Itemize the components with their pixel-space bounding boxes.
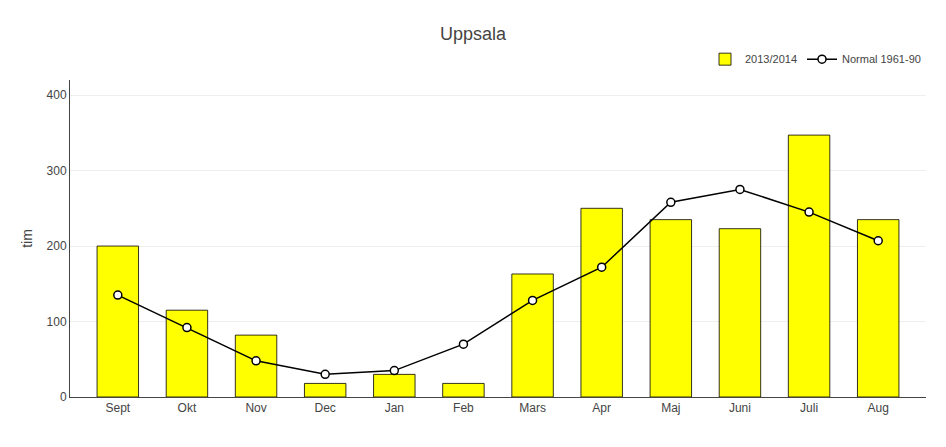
svg-text:200: 200 <box>47 239 67 253</box>
svg-text:300: 300 <box>47 164 67 178</box>
svg-text:Mars: Mars <box>519 401 546 415</box>
svg-text:Jan: Jan <box>385 401 404 415</box>
svg-text:100: 100 <box>47 315 67 329</box>
svg-text:Aug: Aug <box>868 401 889 415</box>
svg-text:Okt: Okt <box>178 401 197 415</box>
svg-text:Feb: Feb <box>453 401 474 415</box>
svg-text:Maj: Maj <box>661 401 680 415</box>
svg-text:Nov: Nov <box>245 401 266 415</box>
svg-text:Juli: Juli <box>800 401 818 415</box>
svg-text:Normal 1961-90: Normal 1961-90 <box>842 53 921 65</box>
svg-text:Apr: Apr <box>592 401 611 415</box>
svg-text:Dec: Dec <box>315 401 336 415</box>
svg-text:Uppsala: Uppsala <box>440 24 507 44</box>
svg-text:2013/2014: 2013/2014 <box>745 53 797 65</box>
svg-text:tim: tim <box>19 229 35 248</box>
svg-text:Juni: Juni <box>729 401 751 415</box>
svg-text:Sept: Sept <box>105 401 130 415</box>
svg-text:0: 0 <box>60 390 67 404</box>
svg-text:400: 400 <box>47 88 67 102</box>
